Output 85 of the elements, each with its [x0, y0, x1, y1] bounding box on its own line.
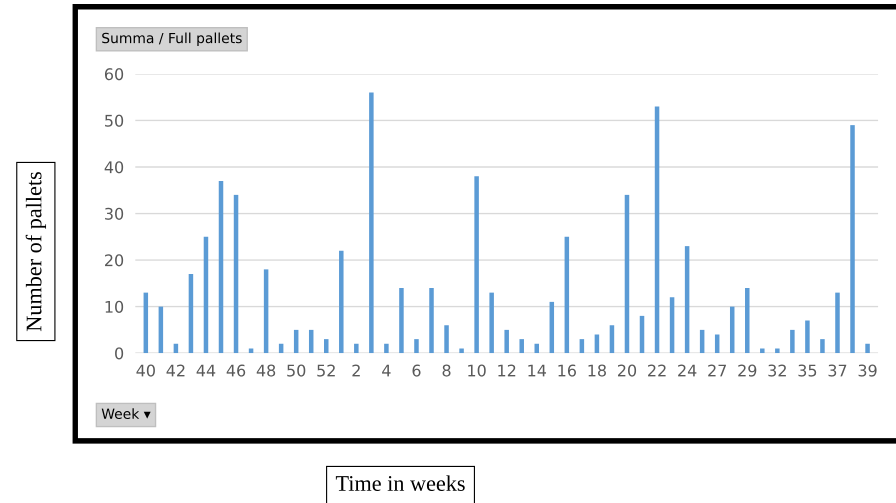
x-tick-label: 27: [708, 364, 726, 376]
x-tick-label: 39: [858, 364, 877, 377]
bar: [429, 288, 434, 354]
bar: [339, 250, 344, 354]
x-tick-label: 8: [442, 364, 451, 377]
y-tick-label: 60: [104, 68, 124, 80]
x-tick-label: 4: [382, 364, 391, 376]
y-tick-label: 10: [106, 300, 124, 313]
y-tick-label: 50: [105, 114, 124, 127]
x-tick-label: 29: [738, 364, 756, 377]
y-tick-label: 30: [105, 208, 124, 220]
bar: [444, 325, 449, 354]
x-tick-label: 12: [498, 364, 516, 376]
text: Week ▾: [102, 408, 151, 420]
x-tick-label: 44: [196, 364, 216, 376]
bar: [264, 269, 268, 354]
x-tick-label: 52: [317, 364, 335, 377]
bar: [760, 348, 765, 354]
bar: [670, 297, 674, 354]
bar: [399, 288, 404, 354]
bar: [354, 344, 359, 354]
bar: [835, 292, 840, 354]
x-axis-title: Time in weeks: [336, 475, 465, 491]
bar: [294, 330, 298, 354]
bar: [188, 274, 194, 354]
x-tick-label: 10: [468, 364, 486, 377]
bar: [700, 330, 704, 354]
bar: [158, 306, 164, 354]
x-tick-label: 48: [256, 364, 276, 377]
bar: [218, 180, 224, 354]
x-tick-label: 22: [648, 364, 666, 376]
bar: [474, 176, 479, 354]
bar: [775, 348, 780, 354]
text: Summa / Full pallets: [102, 32, 242, 46]
bar: [278, 344, 284, 354]
x-tick-label: 18: [588, 364, 606, 377]
x-tick-label: 32: [768, 364, 786, 377]
bar: [580, 339, 584, 354]
x-tick-label: 2: [352, 364, 360, 376]
bar: [144, 292, 148, 354]
bar: [805, 320, 810, 354]
x-tick-label: 50: [287, 364, 306, 377]
bar: [640, 316, 644, 354]
bar: [234, 194, 238, 354]
x-tick-label: 16: [558, 364, 576, 377]
bar: [519, 339, 524, 354]
x-tick-label: 40: [136, 364, 155, 377]
x-tick-label: 14: [528, 364, 546, 376]
bar: [534, 344, 540, 354]
bar: [654, 106, 660, 354]
bar: [459, 348, 464, 354]
bar: [730, 306, 734, 354]
bar: [610, 325, 614, 354]
bar: [624, 194, 630, 354]
y-axis-title: Number of pallets: [26, 172, 46, 332]
x-tick-label: 46: [226, 364, 246, 377]
bar: [550, 302, 554, 354]
bar: [174, 344, 178, 354]
bar: [850, 125, 855, 354]
bar: [489, 292, 494, 354]
x-tick-label: 24: [678, 364, 696, 376]
bar: [820, 339, 825, 354]
y-tick-label: 0: [115, 347, 124, 360]
bar: [790, 330, 795, 354]
bar: [384, 344, 389, 354]
bar: [308, 330, 314, 354]
y-tick-label: 40: [104, 161, 124, 174]
bar: [714, 334, 720, 354]
x-tick-label: 37: [828, 364, 846, 377]
y-tick-label: 20: [105, 254, 124, 266]
bar: [745, 288, 750, 354]
bar: [248, 348, 254, 354]
bar: [865, 344, 870, 354]
bar: [369, 92, 374, 354]
bar: [324, 339, 329, 354]
x-tick-label: 6: [412, 364, 421, 377]
bar: [684, 246, 690, 354]
bar: [564, 236, 570, 354]
x-tick-label: 42: [166, 364, 184, 376]
x-tick-label: 35: [798, 364, 816, 377]
bar: [414, 339, 419, 354]
x-tick-label: 20: [618, 364, 636, 377]
bar: [504, 330, 509, 354]
bar: [204, 236, 208, 354]
bar: [594, 334, 600, 354]
